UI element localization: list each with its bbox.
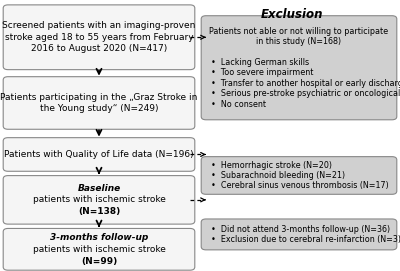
Text: Patients not able or not willing to participate: Patients not able or not willing to part… — [210, 27, 388, 36]
Text: •  Hemorrhagic stroke (N=20): • Hemorrhagic stroke (N=20) — [211, 160, 332, 169]
Text: Exclusion: Exclusion — [261, 8, 323, 21]
Text: Baseline: Baseline — [77, 184, 121, 193]
FancyBboxPatch shape — [3, 138, 195, 171]
Text: •  Did not attend 3-months follow-up (N=36): • Did not attend 3-months follow-up (N=3… — [211, 225, 390, 234]
FancyBboxPatch shape — [3, 228, 195, 270]
FancyBboxPatch shape — [201, 157, 397, 194]
Text: (N=138): (N=138) — [78, 207, 120, 216]
Text: patients with ischemic stroke: patients with ischemic stroke — [32, 195, 166, 204]
Text: •  Exclusion due to cerebral re-infarction (N=3): • Exclusion due to cerebral re-infarctio… — [211, 235, 400, 244]
Text: stroke aged 18 to 55 years from February: stroke aged 18 to 55 years from February — [5, 33, 193, 42]
Text: 2016 to August 2020 (N=417): 2016 to August 2020 (N=417) — [31, 44, 167, 53]
Text: 2016 to August 2020 (N=417): 2016 to August 2020 (N=417) — [31, 44, 167, 53]
Text: patients with ischemic stroke: patients with ischemic stroke — [32, 245, 166, 254]
FancyBboxPatch shape — [3, 5, 195, 70]
Text: stroke aged 18 to 55 years from February: stroke aged 18 to 55 years from February — [5, 33, 193, 42]
Text: •  Serious pre-stroke psychiatric or oncological diseases: • Serious pre-stroke psychiatric or onco… — [211, 89, 400, 98]
Text: in this study (N=168): in this study (N=168) — [256, 37, 342, 46]
Text: Patients with Quality of Life data (N=196): Patients with Quality of Life data (N=19… — [4, 150, 194, 159]
Text: in this study (N=168): in this study (N=168) — [256, 37, 342, 46]
Text: the Young study“ (N=249): the Young study“ (N=249) — [40, 104, 158, 113]
Text: Screened patients with an imaging-proven: Screened patients with an imaging-proven — [2, 21, 196, 30]
Text: Patients participating in the „Graz Stroke in: Patients participating in the „Graz Stro… — [0, 93, 198, 102]
Text: the Young study“ (N=249): the Young study“ (N=249) — [40, 104, 158, 113]
Text: •  Cerebral sinus venous thrombosis (N=17): • Cerebral sinus venous thrombosis (N=17… — [211, 182, 388, 191]
Text: •  Transfer to another hospital or early discharge: • Transfer to another hospital or early … — [211, 79, 400, 88]
Text: •  Lacking German skills: • Lacking German skills — [211, 58, 309, 67]
Text: •  Too severe impairment: • Too severe impairment — [211, 69, 313, 78]
FancyBboxPatch shape — [201, 219, 397, 250]
FancyBboxPatch shape — [201, 16, 397, 120]
FancyBboxPatch shape — [3, 176, 195, 224]
FancyBboxPatch shape — [3, 77, 195, 129]
Text: •  No consent: • No consent — [211, 100, 266, 109]
Text: (N=99): (N=99) — [81, 257, 117, 266]
Text: 3-months follow-up: 3-months follow-up — [50, 233, 148, 242]
Text: Patients with Quality of Life data (N=196): Patients with Quality of Life data (N=19… — [4, 150, 194, 159]
Text: •  Subarachnoid bleeding (N=21): • Subarachnoid bleeding (N=21) — [211, 171, 345, 180]
